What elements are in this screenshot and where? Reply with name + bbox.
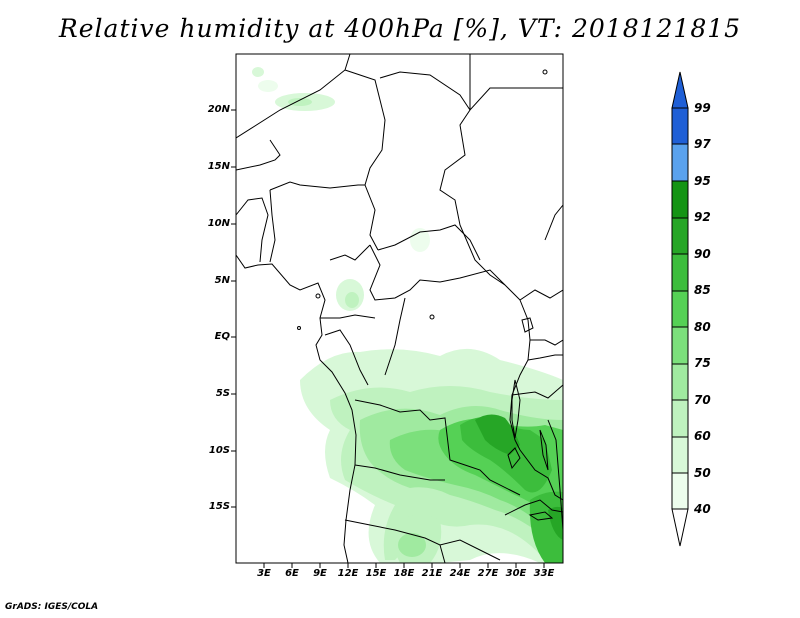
- lon-label-30e: 30E: [505, 568, 527, 579]
- colorbar: [671, 71, 689, 547]
- humidity-shading: [252, 67, 563, 563]
- colorbar-over-arrow: [671, 71, 689, 109]
- lat-label-5n: 5N: [214, 275, 230, 286]
- colorbar-label-60: 60: [694, 429, 711, 443]
- colorbar-label-50: 50: [694, 466, 711, 480]
- lon-label-9e: 9E: [313, 568, 327, 579]
- lon-label-6e: 6E: [285, 568, 299, 579]
- lat-label-15s: 15S: [208, 501, 230, 512]
- lon-label-12e: 12E: [337, 568, 359, 579]
- lon-label-18e: 18E: [393, 568, 415, 579]
- colorbar-swatch-80: [671, 326, 689, 365]
- colorbar-label-99: 99: [694, 101, 711, 115]
- lon-label-33e: 33E: [533, 568, 555, 579]
- colorbar-label-95: 95: [694, 174, 711, 188]
- lat-label-10s: 10S: [208, 445, 230, 456]
- colorbar-under-arrow: [671, 508, 689, 547]
- colorbar-label-75: 75: [694, 356, 711, 370]
- lon-label-24e: 24E: [449, 568, 471, 579]
- colorbar-swatch-97: [671, 143, 689, 182]
- colorbar-label-80: 80: [694, 320, 711, 334]
- lon-label-15e: 15E: [365, 568, 387, 579]
- colorbar-label-70: 70: [694, 393, 711, 407]
- lat-label-eq: EQ: [214, 331, 230, 342]
- lon-label-27e: 27E: [477, 568, 499, 579]
- colorbar-swatch-75: [671, 363, 689, 401]
- chart-title: Relative humidity at 400hPa [%], VT: 201…: [58, 14, 742, 43]
- colorbar-swatch-60: [671, 436, 689, 474]
- colorbar-swatch-99: [671, 107, 689, 145]
- colorbar-label-40: 40: [694, 502, 711, 516]
- lon-label-3e: 3E: [257, 568, 271, 579]
- lat-label-5s: 5S: [215, 388, 230, 399]
- map-border: [235, 53, 564, 564]
- colorbar-swatch-92: [671, 217, 689, 255]
- footer-credit: GrADS: IGES/COLA: [5, 602, 99, 612]
- country-borders: [236, 54, 563, 563]
- colorbar-swatch-50: [671, 472, 689, 510]
- lat-ticks: [231, 109, 236, 508]
- colorbar-swatch-70: [671, 399, 689, 438]
- lat-label-20n: 20N: [207, 104, 230, 115]
- colorbar-swatch-95: [671, 180, 689, 219]
- colorbar-label-90: 90: [694, 247, 711, 261]
- lon-ticks: [263, 563, 545, 568]
- colorbar-swatch-85: [671, 290, 689, 328]
- colorbar-swatch-90: [671, 253, 689, 292]
- lon-label-21e: 21E: [421, 568, 443, 579]
- colorbar-label-97: 97: [694, 137, 711, 151]
- colorbar-label-85: 85: [694, 283, 711, 297]
- lat-label-10n: 10N: [207, 218, 230, 229]
- lat-label-15n: 15N: [207, 161, 230, 172]
- colorbar-label-92: 92: [694, 210, 711, 224]
